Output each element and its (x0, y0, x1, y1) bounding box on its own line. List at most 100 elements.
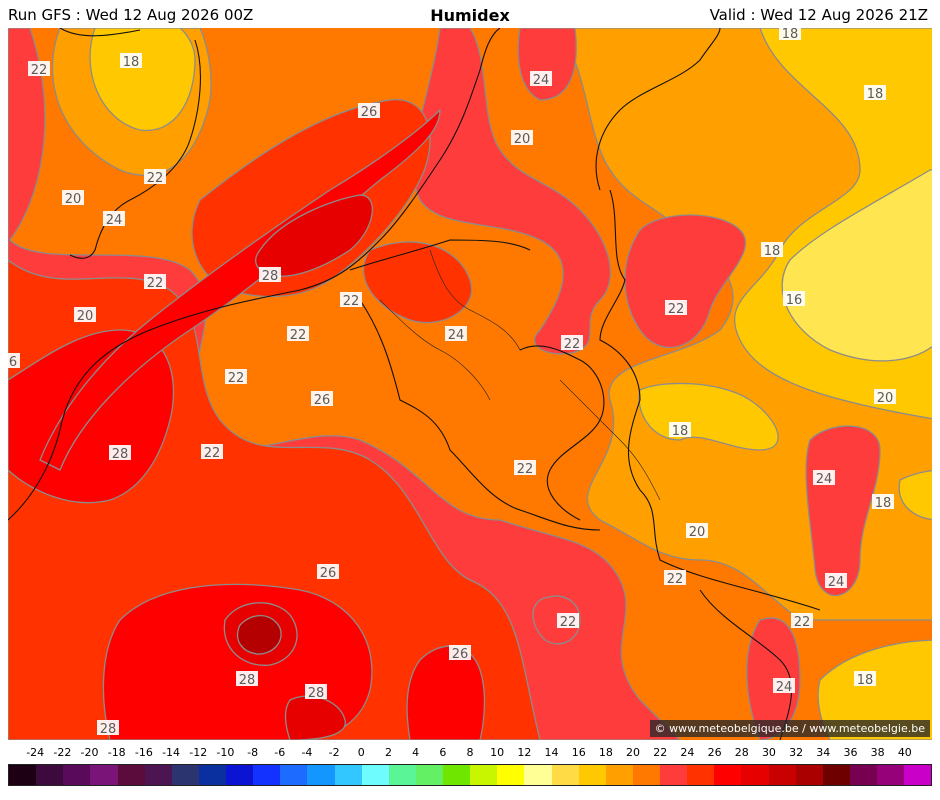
svg-text:26: 26 (320, 566, 337, 581)
contour-label: 20 (511, 130, 533, 147)
legend-swatch (144, 765, 172, 785)
svg-text:24: 24 (816, 472, 833, 487)
contour-label: 16 (783, 291, 805, 308)
legend-swatch (334, 765, 362, 785)
svg-text:18: 18 (123, 55, 140, 70)
contour-label: 18 (864, 85, 886, 102)
legend-swatch (117, 765, 145, 785)
legend-swatch (714, 765, 742, 785)
legend-tick: 14 (544, 746, 559, 759)
svg-text:18: 18 (875, 496, 892, 511)
legend-swatch (768, 765, 796, 785)
svg-text:16: 16 (786, 293, 803, 308)
svg-text:28: 28 (308, 686, 325, 701)
svg-text:24: 24 (828, 575, 845, 590)
legend-tick: -16 (134, 746, 153, 759)
svg-text:26: 26 (314, 393, 331, 408)
legend-swatch (415, 765, 443, 785)
legend-swatch (443, 765, 471, 785)
legend-tick: -6 (274, 746, 286, 759)
legend-tick: 28 (734, 746, 749, 759)
svg-text:22: 22 (228, 371, 245, 386)
contour-label: 22 (28, 61, 50, 78)
legend-tick: -20 (80, 746, 99, 759)
legend-tick: 8 (466, 746, 474, 759)
svg-text:28: 28 (100, 722, 117, 737)
legend-swatch (307, 765, 335, 785)
contour-label: 26 (311, 391, 333, 408)
legend-tick: 12 (517, 746, 532, 759)
legend-swatch (578, 765, 606, 785)
contour-label: 6 (8, 353, 20, 370)
svg-text:22: 22 (204, 446, 221, 461)
run-info: Run GFS : Wed 12 Aug 2026 00Z (8, 6, 254, 24)
contour-label: 22 (201, 444, 223, 461)
legend-swatch (63, 765, 91, 785)
valid-time: Valid : Wed 12 Aug 2026 21Z (709, 6, 928, 24)
legend-tick: -24 (26, 746, 45, 759)
svg-text:24: 24 (776, 680, 793, 695)
svg-text:24: 24 (533, 73, 550, 88)
legend-swatch (822, 765, 850, 785)
legend-swatch (524, 765, 552, 785)
credit-watermark: © www.meteobelgique.be / www.meteobelgie… (649, 720, 930, 737)
region-24-s (532, 595, 581, 645)
svg-text:22: 22 (31, 63, 48, 78)
legend-tick: 30 (761, 746, 776, 759)
legend-tick: 18 (598, 746, 613, 759)
legend-swatch (632, 765, 660, 785)
legend-tick: 36 (843, 746, 858, 759)
region-18-se (817, 639, 932, 740)
legend-tick: 22 (653, 746, 668, 759)
contour-label: 22 (340, 292, 362, 309)
legend-swatch (470, 765, 498, 785)
contour-label: 18 (120, 53, 142, 70)
svg-text:6: 6 (9, 355, 17, 370)
coast-channel (8, 28, 501, 521)
legend-tick: -10 (216, 746, 235, 759)
legend-tick: 32 (789, 746, 804, 759)
legend-tick-labels: -24 -22 -20 -18 -16 -14 -12 -10 -8 -6 -4 -2 0 2 4 6 8 10 1… (8, 746, 932, 762)
svg-text:22: 22 (147, 171, 164, 186)
region-18-nw (89, 28, 196, 132)
contour-label: 28 (236, 671, 258, 688)
legend-swatch (198, 765, 226, 785)
svg-text:20: 20 (877, 391, 894, 406)
legend-swatch (90, 765, 118, 785)
region-24-north (412, 28, 612, 355)
svg-text:28: 28 (112, 447, 129, 462)
legend-swatch (280, 765, 308, 785)
map-title: Humidex (430, 6, 510, 25)
legend-colorbar (8, 764, 932, 786)
border-france-belgium (349, 239, 601, 531)
legend-swatch (849, 765, 877, 785)
legend-tick: 10 (490, 746, 505, 759)
contour-label: 22 (665, 300, 687, 317)
humidex-map: 18 22 26 22 20 24 28 22 22 20 22 6 22 26 28 22 24 22 22 24 2… (8, 28, 932, 740)
svg-text:18: 18 (782, 28, 799, 42)
legend-swatch (171, 765, 199, 785)
contour-label: 22 (144, 169, 166, 186)
contour-label: 22 (144, 274, 166, 291)
svg-text:18: 18 (672, 424, 689, 439)
legend-tick: -22 (53, 746, 72, 759)
legend-swatch (36, 765, 64, 785)
svg-text:22: 22 (517, 462, 534, 477)
contour-label: 28 (97, 720, 119, 737)
legend-tick: -2 (328, 746, 340, 759)
legend-swatch (795, 765, 823, 785)
region-18-east2 (898, 469, 932, 521)
svg-text:28: 28 (262, 269, 279, 284)
contour-label: 24 (530, 71, 552, 88)
border-germany (599, 189, 821, 611)
contour-label: 24 (825, 573, 847, 590)
contour-label: 22 (664, 570, 686, 587)
contour-label: 18 (761, 242, 783, 259)
legend-swatch (9, 765, 37, 785)
contour-label: 22 (557, 613, 579, 630)
legend-tick: 34 (816, 746, 831, 759)
coast-uk (59, 28, 201, 259)
region-borders (379, 249, 661, 501)
svg-text:22: 22 (147, 276, 164, 291)
legend-tick: 40 (897, 746, 912, 759)
